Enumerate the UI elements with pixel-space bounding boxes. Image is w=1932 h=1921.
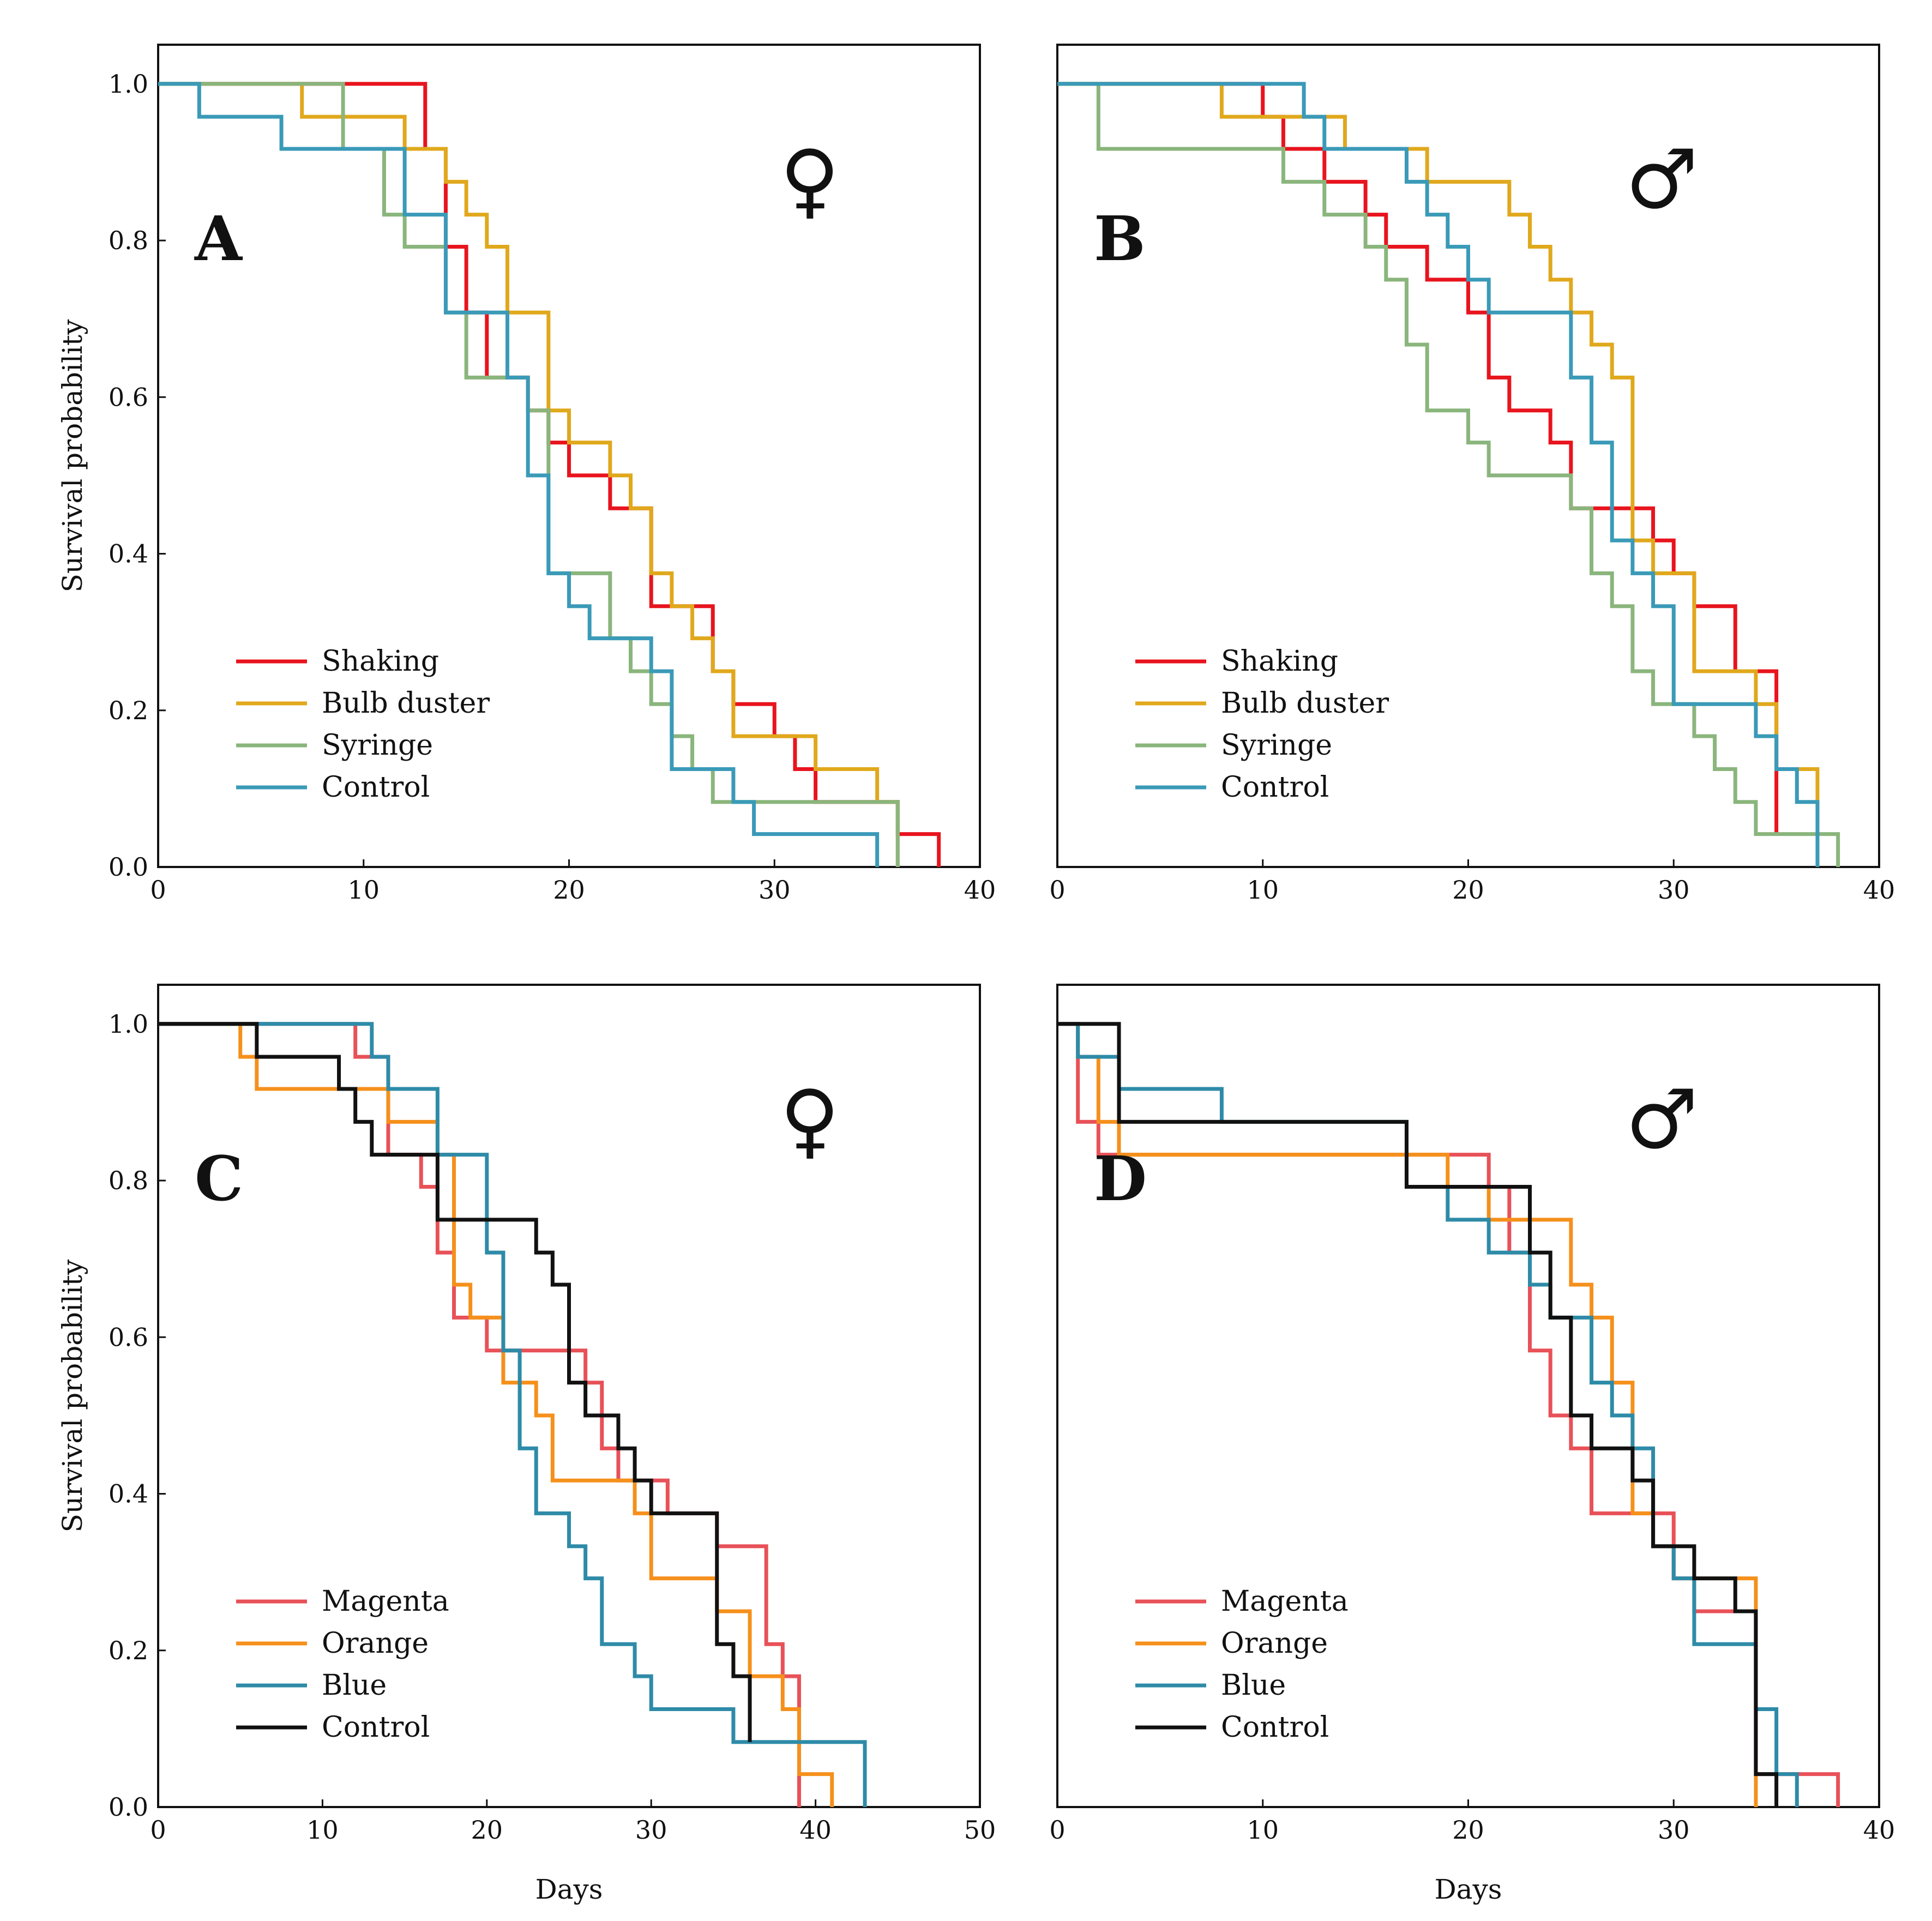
legend-label: Magenta bbox=[322, 1585, 449, 1618]
legend-label: Shaking bbox=[1221, 645, 1338, 678]
plot-frame-c bbox=[157, 984, 981, 1808]
series-line-c-control bbox=[158, 1022, 752, 1742]
x-tick-label: 20 bbox=[1452, 875, 1484, 905]
legend-label: Control bbox=[322, 1711, 430, 1744]
legend-a: Shaking Bulb duster Syringe Control bbox=[236, 645, 490, 804]
series-line-d-blue bbox=[1057, 1022, 1799, 1807]
x-tick-label: 0 bbox=[1049, 875, 1065, 905]
x-tick-label: 10 bbox=[1247, 875, 1279, 905]
x-tick-label: 40 bbox=[964, 875, 996, 905]
series-line-b-syringe bbox=[1057, 82, 1840, 867]
y-tick-label: 0.8 bbox=[109, 1166, 148, 1195]
x-tick-label: 10 bbox=[1247, 1815, 1279, 1845]
legend-label: Orange bbox=[322, 1627, 429, 1660]
female-symbol-icon: ♀ bbox=[780, 133, 840, 228]
x-tick-label: 0 bbox=[150, 1815, 166, 1845]
series-line-c-orange bbox=[158, 1022, 834, 1807]
y-tick-label: 1.0 bbox=[109, 69, 148, 99]
x-tick-label: 10 bbox=[306, 1815, 339, 1845]
y-tick-label: 0.2 bbox=[109, 1636, 148, 1665]
legend-c: Magenta Orange Blue Control bbox=[236, 1585, 449, 1744]
panel-letter: D bbox=[1094, 1143, 1147, 1215]
legend-label: Control bbox=[322, 771, 430, 804]
x-axis-title: Days bbox=[535, 1874, 603, 1905]
y-tick-label: 0.2 bbox=[109, 696, 148, 725]
panel-letter: B bbox=[1094, 203, 1146, 275]
series-line-c-magenta bbox=[158, 1022, 801, 1807]
x-tick-label: 30 bbox=[1658, 875, 1690, 905]
legend-label: Bulb duster bbox=[322, 687, 490, 720]
legend-label: Magenta bbox=[1221, 1585, 1349, 1618]
panel-letter: A bbox=[194, 203, 243, 275]
legend-label: Syringe bbox=[322, 729, 433, 762]
panel-b: 0 10 20 30 40 Shaking Bulb duster Syringe Contro… bbox=[1049, 44, 1895, 905]
y-tick-label: 0.0 bbox=[109, 852, 148, 882]
x-axis-title: Days bbox=[1435, 1874, 1502, 1905]
x-tick-label: 40 bbox=[799, 1815, 832, 1845]
x-tick-label: 50 bbox=[964, 1815, 996, 1845]
x-tick-label: 30 bbox=[759, 875, 791, 905]
panel-a: 0 10 20 30 40 0.0 0.2 0.4 0.6 0.8 1.0 Survival prob… bbox=[57, 44, 996, 905]
series-line-b-bulb-duster bbox=[1057, 82, 1820, 867]
series-line-d-control bbox=[1057, 1022, 1779, 1807]
x-tick-label: 0 bbox=[150, 875, 166, 905]
series-line-d-magenta bbox=[1057, 1022, 1840, 1807]
x-tick-label: 20 bbox=[553, 875, 585, 905]
x-tick-label: 30 bbox=[1658, 1815, 1690, 1845]
legend-label: Blue bbox=[322, 1669, 387, 1702]
y-tick-label: 0.8 bbox=[109, 226, 148, 255]
legend-label: Orange bbox=[1221, 1627, 1328, 1660]
x-tick-label: 40 bbox=[1863, 875, 1895, 905]
legend-label: Bulb duster bbox=[1221, 687, 1389, 720]
y-tick-label: 0.4 bbox=[109, 539, 148, 569]
series-line-c-blue bbox=[158, 1022, 867, 1807]
male-symbol-icon: ♂ bbox=[1625, 133, 1698, 228]
y-tick-label: 0.4 bbox=[109, 1479, 148, 1509]
y-tick-label: 0.6 bbox=[109, 382, 148, 412]
panel-letter: C bbox=[195, 1143, 243, 1215]
x-tick-label: 10 bbox=[347, 875, 380, 905]
y-tick-label: 1.0 bbox=[109, 1009, 148, 1039]
y-axis-title: Survival probability bbox=[57, 1259, 88, 1532]
legend-label: Shaking bbox=[322, 645, 439, 678]
y-tick-label: 0.0 bbox=[109, 1792, 148, 1822]
x-tick-label: 0 bbox=[1049, 1815, 1065, 1845]
legend-label: Syringe bbox=[1221, 729, 1332, 762]
series-line-a-control bbox=[158, 82, 880, 867]
y-axis-title: Survival probability bbox=[57, 319, 88, 592]
male-symbol-icon: ♂ bbox=[1625, 1073, 1698, 1168]
x-tick-label: 20 bbox=[1452, 1815, 1484, 1845]
x-tick-label: 40 bbox=[1863, 1815, 1895, 1845]
female-symbol-icon: ♀ bbox=[780, 1073, 840, 1168]
series-line-a-bulb-duster bbox=[158, 82, 900, 867]
panel-d: 0 10 20 30 40 Days Magenta Orange Blue Control D ♂ bbox=[1049, 984, 1895, 1905]
panel-c: 0 10 20 30 40 50 0.0 0.2 0.4 0.6 0.8 1.0 Survival pr… bbox=[57, 984, 996, 1905]
series-line-b-control bbox=[1057, 82, 1820, 867]
legend-label: Blue bbox=[1221, 1669, 1286, 1702]
x-tick-label: 30 bbox=[635, 1815, 667, 1845]
y-tick-label: 0.6 bbox=[109, 1322, 148, 1352]
legend-b: Shaking Bulb duster Syringe Control bbox=[1135, 645, 1389, 804]
x-tick-label: 20 bbox=[471, 1815, 503, 1845]
legend-label: Control bbox=[1221, 1711, 1329, 1744]
legend-label: Control bbox=[1221, 771, 1329, 804]
legend-d: Magenta Orange Blue Control bbox=[1135, 1585, 1349, 1744]
